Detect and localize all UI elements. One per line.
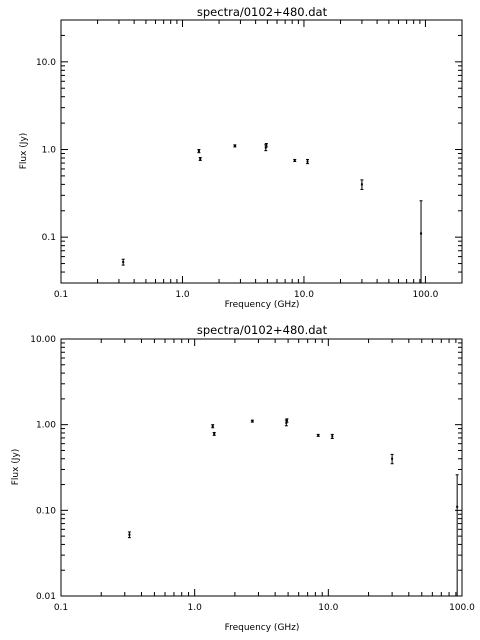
x-axis-label: Frequency (GHz) <box>225 300 300 310</box>
y-axis-label: Flux (Jy) <box>19 133 29 170</box>
x-tick-label: 1.0 <box>175 290 190 300</box>
tick-marks <box>60 19 463 284</box>
data-point <box>285 418 289 423</box>
chart-bottom: spectra/0102+480.dat 0.1 1.0 10.0 100.0 0.01… <box>11 323 475 633</box>
point-marker <box>211 425 214 428</box>
data-point <box>197 148 201 154</box>
point-marker <box>306 160 309 163</box>
data-point <box>121 258 125 266</box>
point-marker <box>391 457 394 460</box>
point-marker <box>331 435 334 438</box>
point-marker <box>251 420 254 423</box>
data-points <box>121 143 423 284</box>
x-axis-label: Frequency (GHz) <box>225 623 300 633</box>
point-marker <box>128 533 131 536</box>
x-tick-label: 10.0 <box>318 603 338 613</box>
point-marker <box>264 146 267 149</box>
point-marker <box>197 150 200 153</box>
point-marker <box>420 232 423 235</box>
y-tick-label: 0.1 <box>42 233 56 243</box>
y-tick-label: 1.0 <box>42 145 57 155</box>
data-point <box>198 157 202 161</box>
y-tick-label: 10.0 <box>36 58 56 68</box>
data-point <box>211 424 215 429</box>
data-point <box>390 453 394 465</box>
data-point <box>419 200 423 284</box>
point-marker <box>233 144 236 147</box>
y-axis-label: Flux (Jy) <box>11 449 21 486</box>
y-tick-label: 0.01 <box>36 592 56 602</box>
point-marker <box>360 183 363 186</box>
point-marker <box>456 505 459 508</box>
data-point <box>127 531 131 539</box>
data-point <box>293 158 297 162</box>
tick-marks <box>60 338 463 597</box>
y-tick-label: 0.10 <box>36 506 56 516</box>
point-marker <box>285 421 288 424</box>
point-marker <box>285 419 288 422</box>
x-tick-label: 100.0 <box>449 603 475 613</box>
x-tick-label: 0.1 <box>54 290 68 300</box>
y-tick-label: 1.00 <box>36 421 56 431</box>
chart-top: spectra/0102+480.dat 0.1 1.0 10.0 100.0 0.1 1… <box>19 5 463 310</box>
plot-frame <box>60 338 463 597</box>
data-point <box>212 432 216 436</box>
tick-labels: 0.1 1.0 10.0 100.0 0.1 1.0 10.0 <box>36 58 439 300</box>
data-point <box>330 433 334 439</box>
point-marker <box>293 159 296 162</box>
chart-title: spectra/0102+480.dat <box>197 323 328 337</box>
point-marker <box>199 157 202 160</box>
data-point <box>264 143 268 148</box>
x-tick-label: 100.0 <box>413 290 439 300</box>
x-tick-label: 0.1 <box>54 603 68 613</box>
data-points <box>127 418 459 597</box>
point-marker <box>317 434 320 437</box>
data-point <box>250 419 254 423</box>
plot-frame <box>60 19 463 284</box>
point-marker <box>122 261 125 264</box>
tick-labels: 0.1 1.0 10.0 100.0 0.01 0.10 1.00 10.00 <box>30 335 475 613</box>
point-marker <box>265 144 268 147</box>
data-point <box>316 433 320 437</box>
point-marker <box>213 432 216 435</box>
data-point <box>233 144 237 148</box>
y-tick-label: 10.00 <box>30 335 56 345</box>
chart-title: spectra/0102+480.dat <box>197 5 328 19</box>
data-point <box>360 179 364 190</box>
x-tick-label: 10.0 <box>294 290 314 300</box>
x-tick-label: 1.0 <box>188 603 203 613</box>
data-point <box>455 474 459 597</box>
data-point <box>306 158 310 165</box>
